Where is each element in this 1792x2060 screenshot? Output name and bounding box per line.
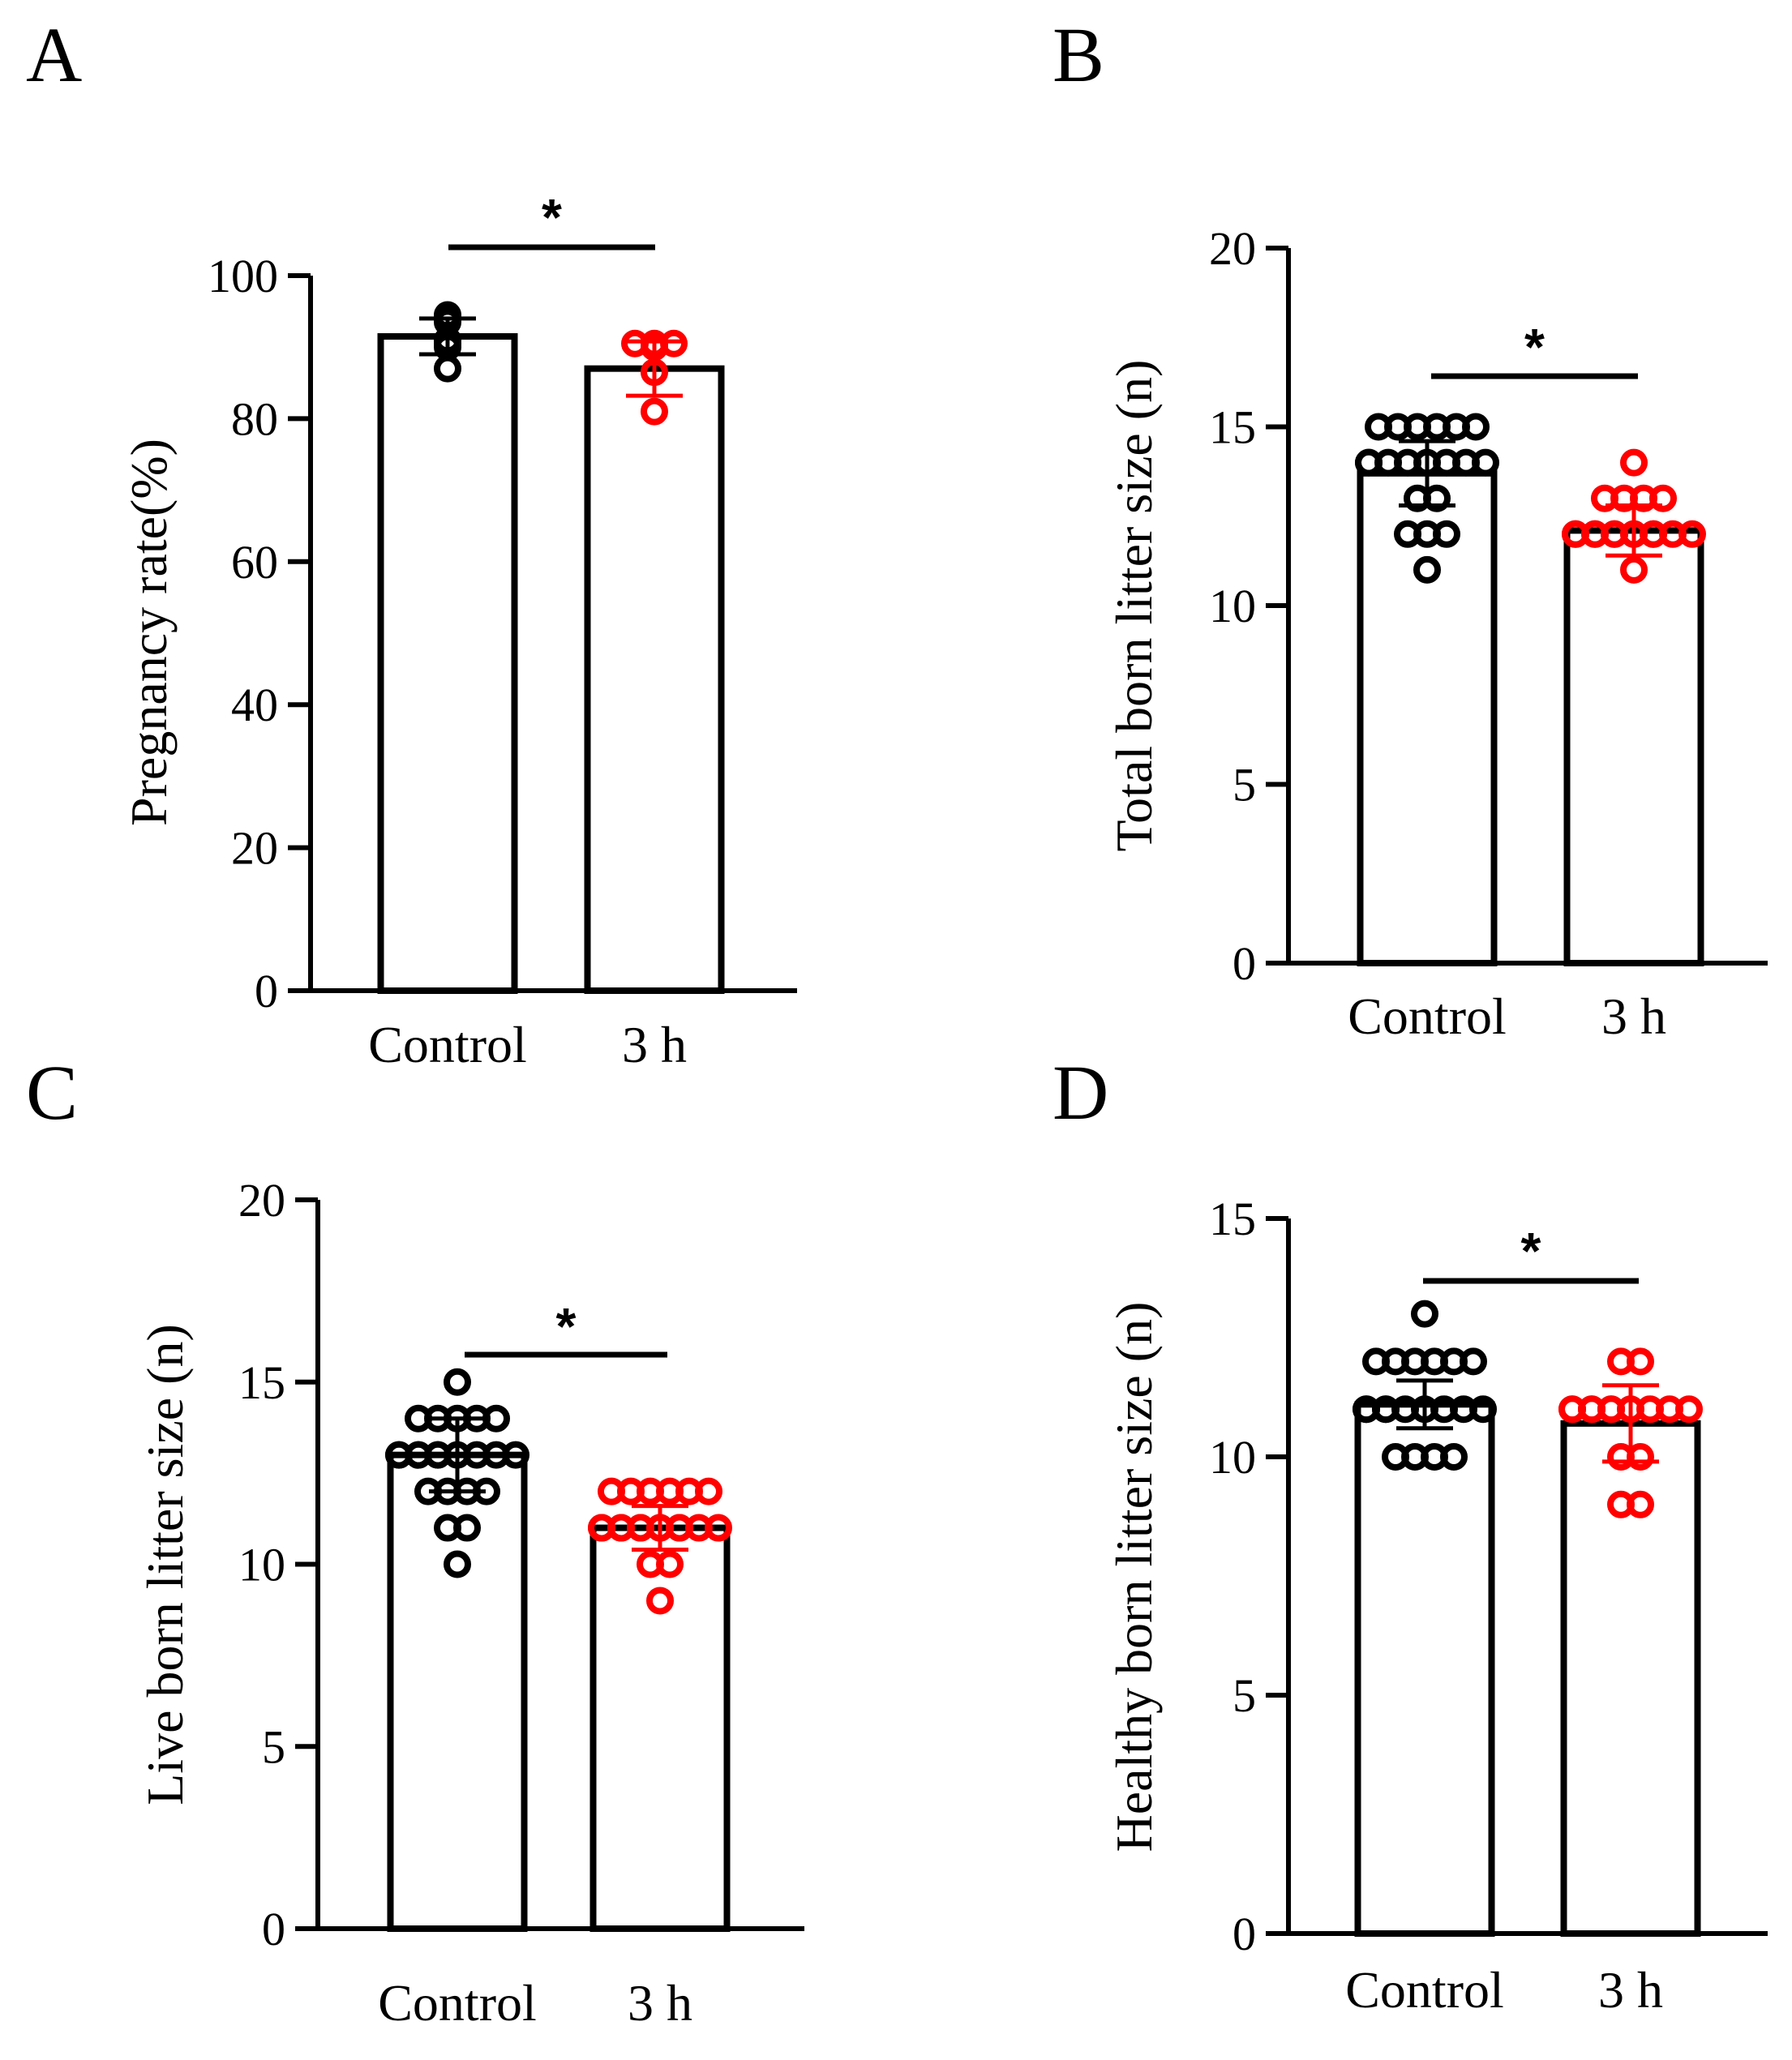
- data-point-control: [444, 1368, 471, 1396]
- data-point-3h: [1640, 520, 1667, 548]
- data-point-3h: [1678, 520, 1706, 548]
- panel-letter: A: [26, 11, 82, 98]
- panel-d: D 0 5 10 15 Healthy born litter size (n) Contr…: [1052, 1049, 1768, 2019]
- y-tick-label: 100: [208, 250, 278, 302]
- significance-star: *: [1524, 318, 1545, 376]
- data-point-control: [502, 1441, 529, 1469]
- y-axis-title: Pregnancy rate(%): [120, 439, 178, 826]
- data-point-3h: [1620, 448, 1648, 477]
- significance-star: *: [1521, 1222, 1541, 1280]
- data-point-3h: [1620, 555, 1648, 584]
- data-point-control: [1460, 1347, 1487, 1376]
- data-point-control: [1355, 448, 1383, 477]
- significance-star: *: [542, 188, 562, 246]
- bar-3h: [1563, 527, 1704, 966]
- data-point-3h: [1649, 484, 1677, 512]
- data-point-control: [1433, 520, 1460, 548]
- category-label: 3 h: [622, 1016, 687, 1073]
- panel-letter: D: [1052, 1049, 1108, 1136]
- data-point-control: [444, 1550, 471, 1578]
- data-point-control: [424, 1441, 452, 1469]
- category-label: 3 h: [1598, 1961, 1663, 2019]
- y-tick-label: 10: [1209, 1431, 1256, 1484]
- category-label: 3 h: [1601, 987, 1666, 1045]
- data-point-3h: [695, 1477, 722, 1505]
- y-tick-label: 0: [1233, 937, 1256, 990]
- data-point-3h: [641, 397, 668, 426]
- y-tick-label: 40: [231, 679, 278, 731]
- panel-a: A 0 20 40 60 80 100 Pregnancy rate(%) Control 3 h…: [26, 11, 797, 1073]
- y-tick-label: 0: [1233, 1908, 1256, 1960]
- category-label: Control: [1348, 987, 1507, 1045]
- category-label: Control: [1345, 1961, 1504, 2019]
- bar-control: [1354, 1401, 1495, 1937]
- data-point-control: [1440, 1443, 1468, 1471]
- panel-letter: B: [1052, 11, 1104, 98]
- data-point-control: [1469, 1395, 1497, 1424]
- y-axis-title: Healthy born litter size (n): [1105, 1302, 1163, 1852]
- bar-control: [377, 332, 518, 995]
- y-tick-label: 15: [1209, 401, 1256, 454]
- category-label: 3 h: [628, 1974, 692, 2032]
- data-point-control: [434, 354, 461, 383]
- y-tick-label: 5: [262, 1720, 285, 1773]
- y-tick-label: 10: [1209, 580, 1256, 632]
- y-tick-label: 20: [231, 822, 278, 875]
- y-axis-title: Total born litter size (n): [1105, 360, 1163, 852]
- data-point-3h: [1627, 1490, 1654, 1518]
- panel-b: B 0 5 10 15 20 Total born litter size (n) Contr…: [1052, 11, 1768, 1045]
- y-tick-label: 20: [1209, 222, 1256, 275]
- data-point-control: [1411, 1300, 1438, 1328]
- data-point-3h: [656, 1550, 684, 1578]
- panel-c: C 0 5 10 15 20 Live born litter size (n) Contro…: [26, 1049, 804, 2032]
- category-label: Control: [378, 1974, 537, 2032]
- data-point-control: [1372, 1395, 1400, 1424]
- data-point-3h: [646, 1587, 674, 1615]
- data-point-control: [1472, 448, 1499, 477]
- data-point-3h: [1675, 1395, 1703, 1424]
- significance-star: *: [556, 1297, 577, 1355]
- panel-letter: C: [26, 1049, 78, 1136]
- bar-3h: [584, 365, 725, 995]
- y-tick-label: 20: [238, 1174, 285, 1227]
- data-point-3h: [666, 1514, 693, 1542]
- data-point-control: [453, 1514, 481, 1542]
- y-tick-label: 5: [1233, 1669, 1256, 1722]
- data-point-3h: [1597, 1395, 1625, 1424]
- category-label: Control: [368, 1016, 527, 1073]
- y-tick-label: 0: [255, 965, 278, 1017]
- y-tick-label: 15: [1209, 1193, 1256, 1245]
- data-point-control: [1413, 555, 1441, 584]
- data-point-3h: [1627, 1347, 1654, 1376]
- y-tick-label: 5: [1233, 759, 1256, 812]
- data-point-control: [482, 1404, 510, 1433]
- y-tick-label: 0: [262, 1903, 285, 1955]
- y-tick-label: 60: [231, 536, 278, 589]
- y-tick-label: 15: [238, 1356, 285, 1409]
- y-tick-label: 10: [238, 1539, 285, 1591]
- y-tick-label: 80: [231, 392, 278, 445]
- y-axis-title: Live born litter size (n): [136, 1324, 194, 1805]
- data-point-3h: [705, 1514, 732, 1542]
- data-point-control: [1462, 413, 1490, 441]
